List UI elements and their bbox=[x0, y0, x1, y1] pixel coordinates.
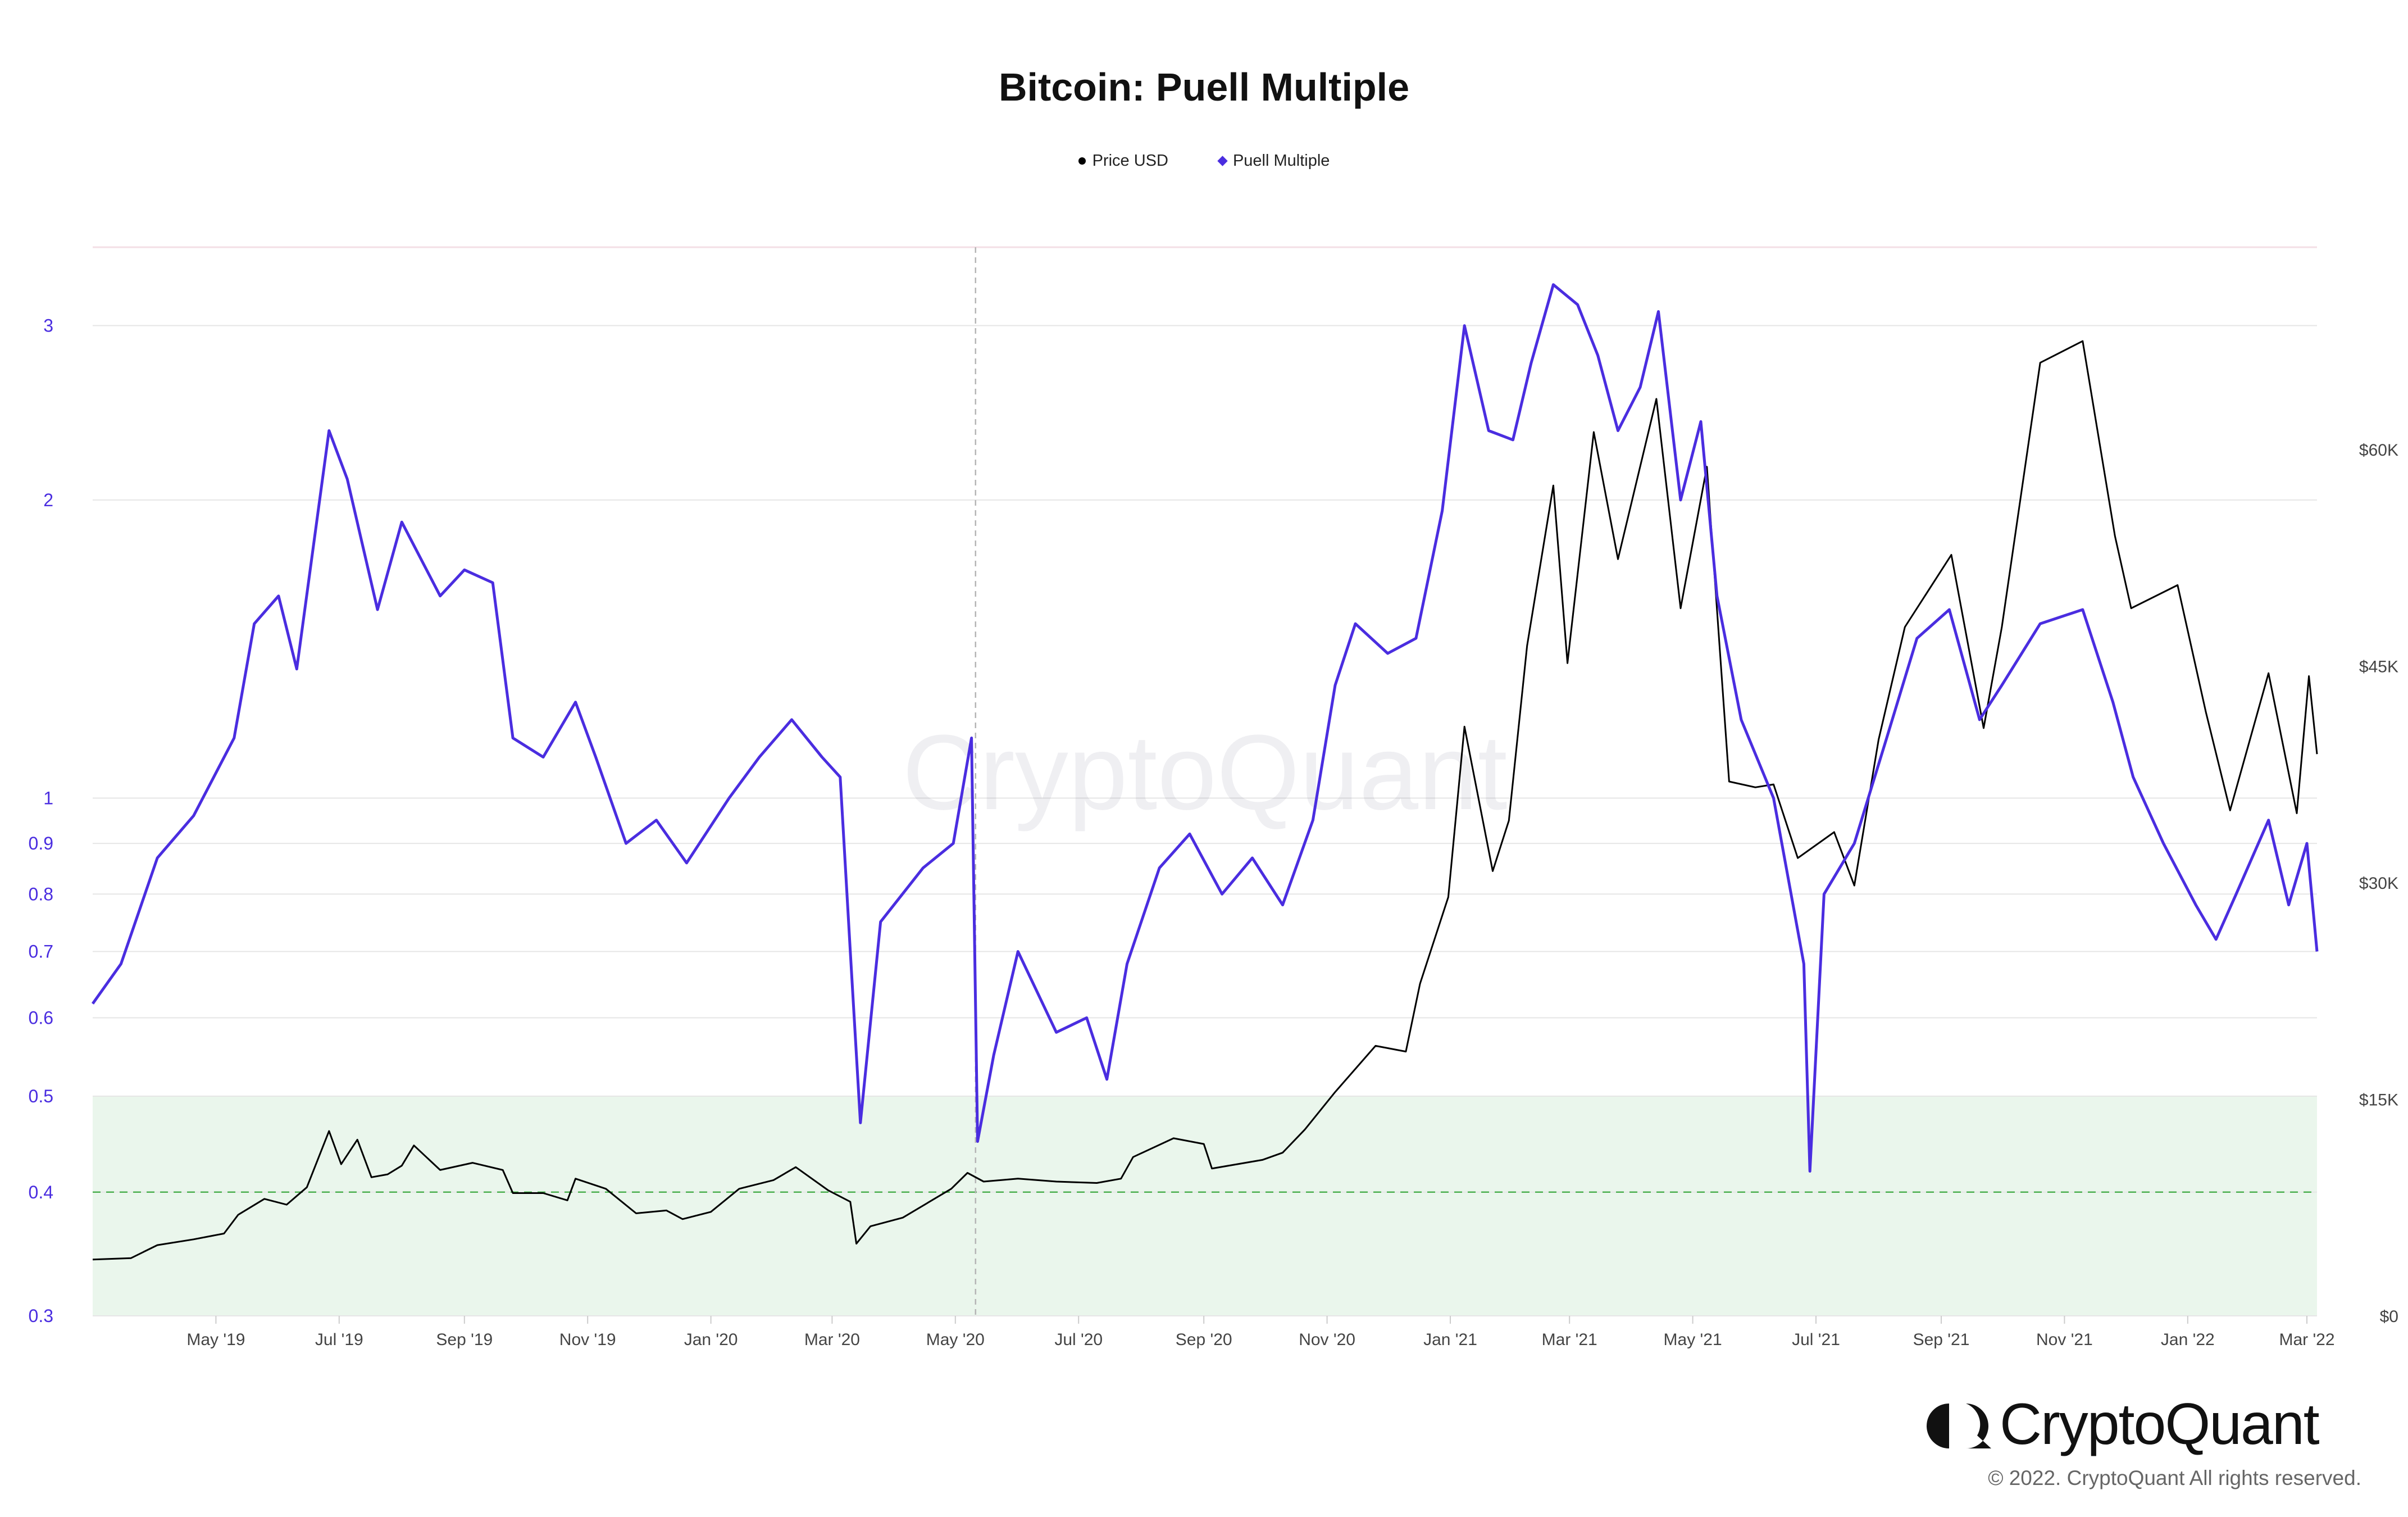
watermark: CryptoQuant bbox=[902, 713, 1507, 832]
brand-logo: CryptoQuant bbox=[1924, 1391, 2362, 1458]
x-tick-label: Mar '20 bbox=[804, 1330, 860, 1349]
y-left-tick-label: 0.8 bbox=[29, 884, 53, 904]
y-left-tick-label: 2 bbox=[43, 490, 53, 510]
y-left-tick-label: 0.5 bbox=[29, 1086, 53, 1106]
brand-name: CryptoQuant bbox=[2000, 1392, 2320, 1457]
x-tick-label: Jul '19 bbox=[315, 1330, 363, 1349]
legend-item-puell[interactable]: Puell Multiple bbox=[1217, 152, 1330, 170]
x-tick-label: Nov '20 bbox=[1299, 1330, 1355, 1349]
x-tick-label: Mar '21 bbox=[1542, 1330, 1597, 1349]
x-tick-label: Jan '20 bbox=[684, 1330, 738, 1349]
x-tick-label: Sep '20 bbox=[1176, 1330, 1232, 1349]
chart-title: Bitcoin: Puell Multiple bbox=[998, 65, 1410, 109]
x-tick-label: Nov '21 bbox=[2036, 1330, 2093, 1349]
x-tick-label: Jul '21 bbox=[1792, 1330, 1840, 1349]
x-tick-label: Jan '21 bbox=[1423, 1330, 1477, 1349]
y-left-tick-label: 1 bbox=[43, 788, 53, 808]
x-tick-label: May '21 bbox=[1664, 1330, 1722, 1349]
band-low-zone bbox=[93, 1096, 2317, 1316]
x-tick-label: Jan '22 bbox=[2161, 1330, 2215, 1349]
x-tick-label: Mar '22 bbox=[2279, 1330, 2334, 1349]
x-tick-label: May '20 bbox=[926, 1330, 985, 1349]
y-right-tick-label: $30K bbox=[2359, 874, 2398, 893]
y-left-tick-label: 0.9 bbox=[29, 833, 53, 853]
legend: Price USD Puell Multiple bbox=[0, 152, 2408, 170]
y-left-tick-label: 0.6 bbox=[29, 1007, 53, 1028]
legend-marker-price bbox=[1078, 157, 1086, 165]
y-left-tick-label: 0.7 bbox=[29, 941, 53, 961]
y-right-tick-label: $60K bbox=[2359, 441, 2398, 460]
legend-item-price[interactable]: Price USD bbox=[1078, 152, 1168, 170]
legend-label-puell: Puell Multiple bbox=[1232, 152, 1330, 170]
copyright-text: © 2022. CryptoQuant All rights reserved. bbox=[1988, 1466, 2361, 1489]
series-line-puell bbox=[91, 283, 2319, 1173]
legend-label-price: Price USD bbox=[1092, 152, 1168, 170]
cryptoquant-logo-icon bbox=[1927, 1404, 1991, 1448]
y-left-tick-label: 0.4 bbox=[29, 1182, 53, 1202]
y-left-tick-label: 0.3 bbox=[29, 1306, 53, 1326]
y-right-tick-label: $0 bbox=[2380, 1307, 2398, 1326]
x-tick-label: May '19 bbox=[186, 1330, 245, 1349]
x-tick-label: Nov '19 bbox=[559, 1330, 616, 1349]
y-right-tick-label: $45K bbox=[2359, 657, 2398, 676]
x-tick-label: Sep '21 bbox=[1913, 1330, 1970, 1349]
x-tick-label: Sep '19 bbox=[436, 1330, 493, 1349]
x-tick-label: Jul '20 bbox=[1054, 1330, 1103, 1349]
y-right-tick-label: $15K bbox=[2359, 1091, 2398, 1109]
y-left-tick-label: 3 bbox=[43, 316, 53, 336]
series-line-price bbox=[92, 340, 2318, 1261]
